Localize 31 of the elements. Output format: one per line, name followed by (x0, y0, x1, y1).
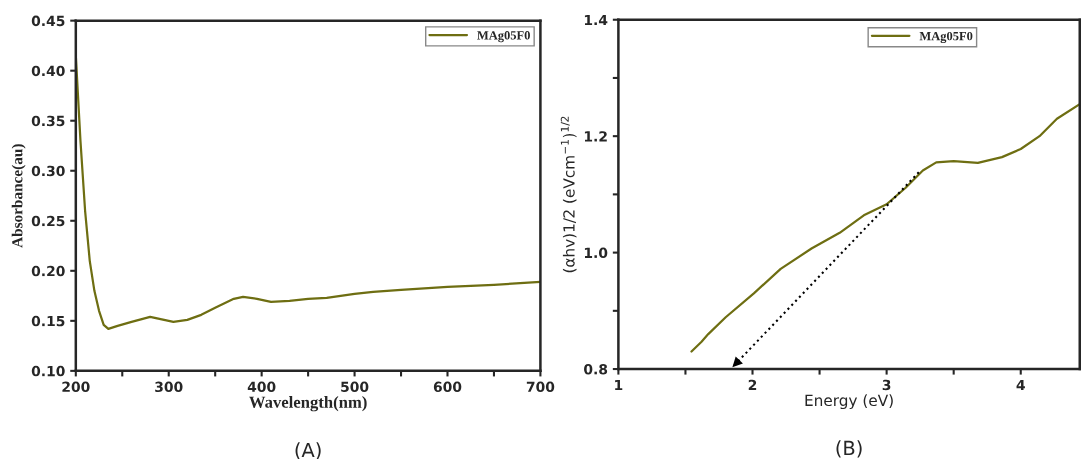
y-tick-label: 0.40 (31, 65, 65, 77)
line-series (690, 103, 1080, 353)
legend-label: MAg05F0 (919, 31, 973, 43)
y-tick-label: 0.15 (31, 315, 65, 327)
x-tick-label: 1 (615, 379, 623, 391)
y-tick-label: 1.4 (584, 14, 608, 26)
text: (A) (295, 442, 321, 459)
text: (B) (836, 440, 862, 458)
y-tick-label: 0.35 (31, 115, 65, 127)
y-tick-label: 1.0 (584, 247, 608, 259)
y-axis-title: (αhv)1/2 (eVcm$^{−1}$)$^{1/2}$ (560, 116, 577, 273)
x-axis-title: Energy (eV) (805, 394, 893, 410)
y-tick-label: 0.30 (31, 165, 65, 177)
x-tick-label: 500 (341, 381, 369, 393)
x-tick-label: 200 (62, 381, 90, 393)
x-tick-label: 300 (155, 381, 183, 393)
y-axis-title: Absorbance(au) (11, 144, 26, 248)
y-tick-label: 0.10 (31, 365, 65, 377)
x-axis-title: Wavelength(nm) (249, 396, 367, 412)
x-tick-label: 2 (748, 379, 757, 391)
y-tick-label: 0.45 (31, 15, 65, 27)
x-tick-label: 4 (1016, 379, 1025, 391)
x-tick-label: 700 (526, 381, 555, 393)
x-tick-label: 400 (247, 381, 276, 393)
y-tick-label: 0.25 (31, 215, 65, 227)
x-tick-label: 600 (433, 381, 462, 393)
y-tick-label: 1.2 (584, 131, 607, 142)
x-tick-label: 3 (882, 379, 891, 391)
legend-label: MAg05F0 (477, 31, 530, 43)
y-tick-label: 0.20 (31, 265, 65, 277)
y-tick-label: 0.8 (584, 364, 608, 375)
